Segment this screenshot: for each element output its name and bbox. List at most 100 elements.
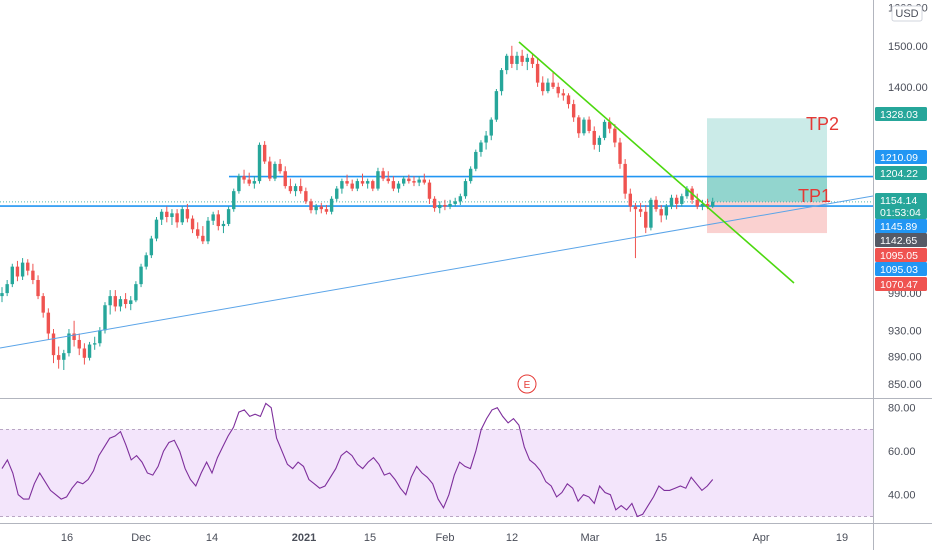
candle-body [67, 333, 71, 354]
candle [10, 263, 14, 288]
price-tag-label: 1142.65 [880, 235, 917, 247]
candle-body [77, 339, 81, 349]
candle-body [93, 343, 97, 345]
candle [0, 287, 4, 303]
candle-body [20, 262, 25, 277]
candle-body [87, 344, 92, 358]
earnings-marker[interactable] [517, 374, 537, 394]
candle-body [211, 214, 215, 221]
candle-body [664, 206, 669, 216]
candle [525, 53, 529, 71]
candle [587, 116, 591, 134]
candle [26, 259, 30, 276]
candle [56, 346, 61, 369]
tp1-label[interactable]: TP1 [798, 186, 831, 206]
candle-body [412, 181, 416, 183]
price-tag-label: 1145.89 [880, 221, 917, 233]
candle-body [654, 199, 658, 210]
candle-body [674, 197, 679, 204]
rsi-axis[interactable]: 40.00 60.00 80.00 [888, 403, 916, 502]
candle [659, 204, 663, 223]
candle-body [273, 163, 277, 179]
time-axis[interactable]: 16 Dec 14 2021 15 Feb 12 Mar 15 Apr 19 [61, 532, 848, 544]
candle [613, 124, 617, 148]
price-tag-bg [875, 193, 927, 219]
candle-body [340, 181, 344, 189]
candle-body [396, 183, 401, 189]
candle [159, 209, 164, 226]
candle-body [561, 93, 566, 96]
candle-body [376, 171, 380, 189]
candle-body [108, 296, 112, 306]
candle-body [355, 181, 360, 189]
candle-body [711, 201, 715, 207]
candle [546, 78, 550, 94]
candle-body [407, 178, 411, 182]
candle [355, 178, 360, 192]
candle-body [72, 333, 76, 340]
candle [674, 194, 679, 210]
candle-body [10, 266, 14, 285]
candle-body [62, 353, 66, 360]
candle [93, 336, 97, 350]
time-tick-label: 15 [655, 532, 667, 544]
candle-body [15, 266, 20, 277]
falling-trendline [518, 41, 795, 284]
time-tick-label: 12 [506, 532, 518, 544]
candle-body [402, 178, 406, 184]
candle-body [566, 95, 571, 105]
candle-body [154, 219, 159, 239]
candle [237, 173, 241, 194]
candle-body [262, 144, 267, 162]
candle [170, 209, 174, 226]
candle [494, 88, 499, 122]
candle-body [432, 198, 437, 209]
candle-body [36, 280, 40, 297]
candle-body [31, 270, 35, 281]
price-tag-bg [875, 219, 927, 233]
candle [432, 196, 437, 212]
price-tag-bg [875, 233, 927, 247]
position-zones [707, 118, 827, 234]
candle [711, 197, 715, 209]
candle [309, 198, 313, 214]
candle-body [221, 223, 226, 227]
candle-body [196, 229, 200, 236]
tp2-label[interactable]: TP2 [806, 114, 839, 134]
candle-body [324, 209, 329, 212]
price-tag: 1095.03 [875, 262, 927, 276]
tp1-zone [707, 176, 827, 202]
candle [407, 174, 411, 184]
candle-body [242, 176, 246, 180]
candle [123, 293, 128, 309]
candle [190, 215, 195, 234]
candle-body [293, 186, 298, 192]
candle-body [695, 199, 699, 207]
candle-body [505, 55, 509, 71]
candle [201, 226, 205, 245]
price-tag: 1145.89 [875, 219, 927, 233]
time-tick-label: 14 [206, 532, 218, 544]
candle [211, 211, 215, 226]
candle-body [149, 238, 154, 256]
candle [196, 222, 200, 239]
candle-body [571, 104, 576, 118]
candle [638, 202, 643, 218]
price-tag-countdown: 01:53:04 [880, 207, 921, 219]
candle-body [608, 121, 612, 129]
candle [700, 199, 705, 211]
candle-body [618, 142, 622, 164]
candles [0, 45, 715, 370]
candle-body [113, 296, 117, 307]
candle-body [551, 82, 555, 87]
candle-body [56, 355, 61, 360]
currency-badge[interactable] [891, 5, 923, 22]
candle-body [5, 284, 9, 294]
candle [628, 188, 632, 212]
candle-body [515, 55, 519, 64]
price-tag-bg [875, 277, 927, 291]
price-tag: 1210.09 [875, 150, 927, 164]
